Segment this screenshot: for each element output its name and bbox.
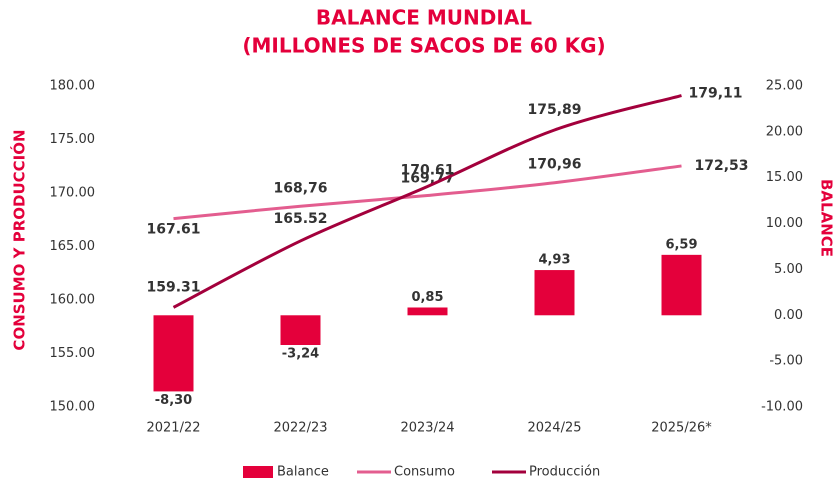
data-label: -8,30 [155, 393, 192, 408]
chart-subtitle: (MILLONES DE SACOS DE 60 KG) [242, 34, 605, 58]
x-tick-label: 2023/24 [400, 421, 454, 436]
bar [534, 270, 575, 316]
legend-swatch [243, 466, 273, 478]
data-label: 170,96 [527, 157, 581, 173]
x-tick-label: 2025/26* [651, 421, 712, 436]
y2-axis-label: BALANCE [818, 179, 836, 257]
legend-label: Producción [529, 465, 600, 480]
y2-tick-label: 15.00 [766, 170, 803, 185]
data-label: 169,77 [400, 170, 454, 186]
x-tick-label: 2022/23 [273, 421, 327, 436]
bar [153, 315, 194, 392]
line [173, 164, 682, 221]
bar [661, 254, 702, 316]
data-label: 0,85 [411, 290, 443, 305]
y2-tick-label: -10.00 [761, 400, 803, 415]
data-label: 159.31 [146, 279, 200, 295]
y-tick-label: 155.00 [50, 346, 96, 361]
data-label: 170.61 [400, 162, 454, 178]
data-label: 179,11 [688, 86, 742, 102]
data-label: 4,93 [538, 253, 570, 268]
data-label: 165.52 [273, 211, 327, 227]
y2-tick-label: 25.00 [766, 79, 803, 94]
legend-label: Consumo [394, 465, 455, 480]
chart-title: BALANCE MUNDIAL [316, 6, 532, 30]
y-tick-label: 165.00 [50, 239, 96, 254]
data-label: -3,24 [282, 347, 319, 362]
line [172, 94, 682, 309]
data-label: 6,59 [665, 237, 697, 252]
y2-tick-label: -5.00 [769, 354, 803, 369]
x-tick-label: 2024/25 [527, 421, 581, 436]
data-label: 168,76 [273, 180, 327, 196]
y2-tick-label: 10.00 [766, 216, 803, 231]
y-tick-label: 180.00 [50, 79, 96, 94]
y-tick-label: 175.00 [50, 132, 96, 147]
data-label: 167.61 [146, 222, 200, 238]
y2-tick-label: 20.00 [766, 124, 803, 139]
bar [407, 307, 448, 316]
y2-tick-label: 0.00 [774, 308, 803, 323]
bar [280, 315, 321, 346]
y2-tick-label: 5.00 [774, 262, 803, 277]
y-tick-label: 160.00 [50, 293, 96, 308]
y-tick-label: 170.00 [50, 186, 96, 201]
data-label: 175,89 [527, 102, 581, 118]
x-tick-label: 2021/22 [146, 421, 200, 436]
legend-label: Balance [277, 465, 329, 480]
y-axis-label: CONSUMO Y PRODUCCIÓN [10, 129, 29, 350]
data-label: 172,53 [694, 158, 748, 174]
y-tick-label: 150.00 [50, 400, 96, 415]
